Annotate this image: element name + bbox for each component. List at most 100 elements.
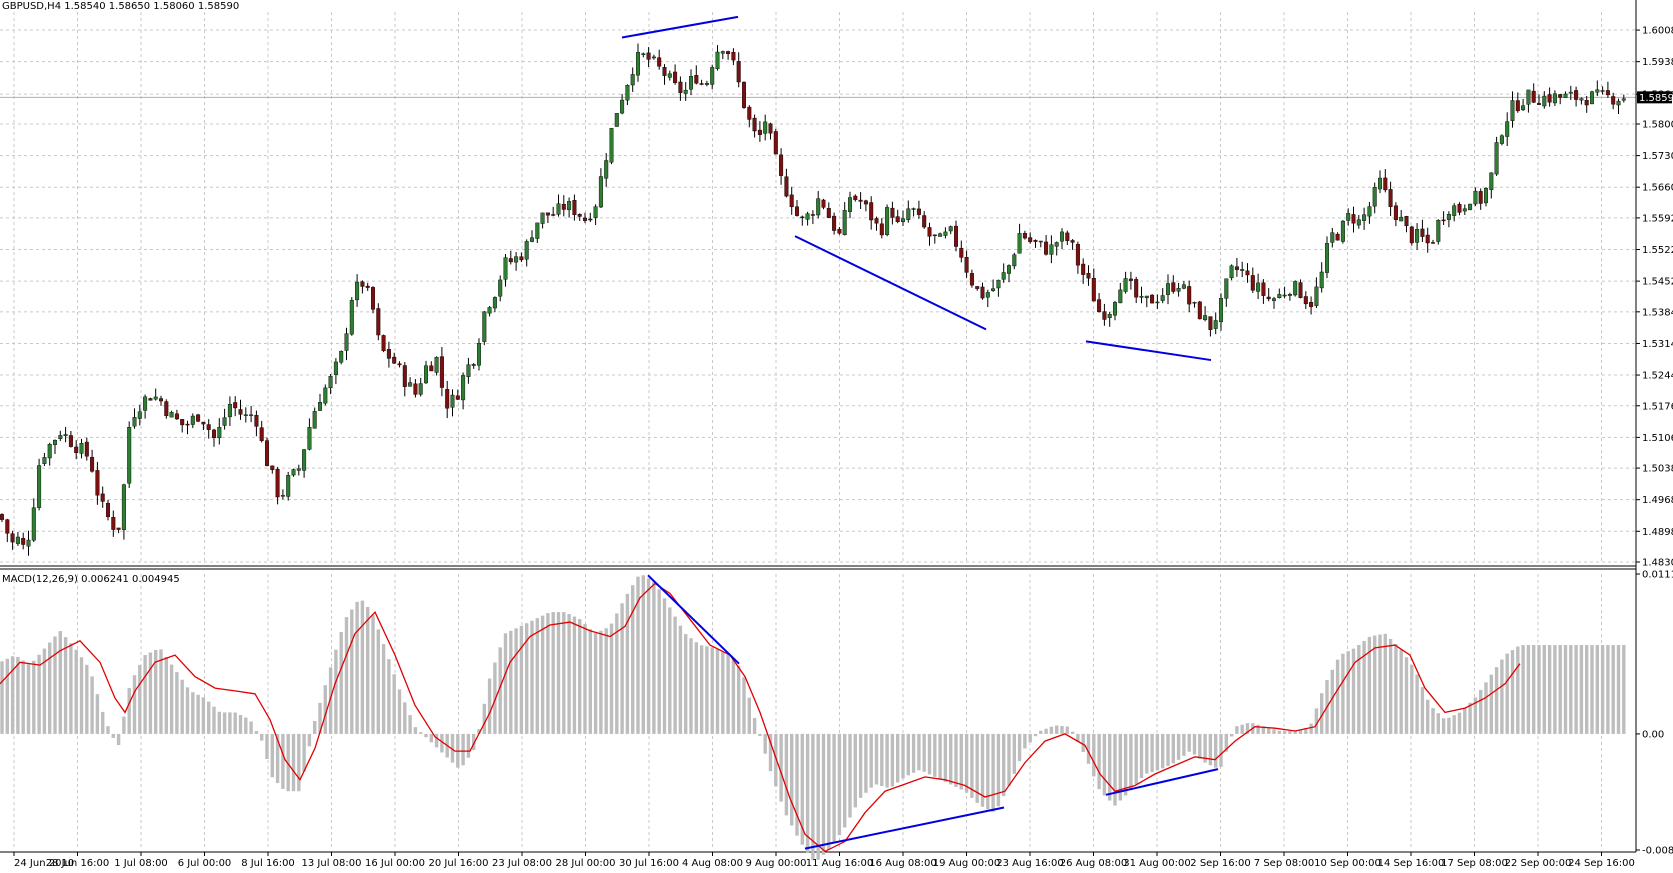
candle-bear: [1457, 203, 1462, 213]
macd-bar: [551, 612, 555, 734]
candle-bear: [1197, 301, 1202, 320]
candle-bear: [545, 212, 550, 216]
macd-bar: [434, 733, 439, 748]
x-tick-label: 9 Aug 00:00: [745, 858, 806, 869]
y-tick-label: 1.59380: [1642, 57, 1673, 68]
candle-bull: [450, 394, 455, 408]
y-tick-label: 1.52440: [1642, 371, 1673, 382]
candle-bear: [810, 214, 815, 216]
macd-bar: [631, 585, 635, 734]
candle-bull: [1372, 187, 1377, 207]
macd-bar: [1282, 731, 1287, 734]
candle-bear: [773, 131, 778, 155]
macd-bar: [1203, 733, 1207, 763]
candle-bull: [1118, 289, 1123, 304]
macd-bar: [42, 648, 47, 734]
macd-bar: [843, 733, 847, 828]
macd-bar: [1007, 733, 1011, 786]
x-tick-label: 14 Sep 16:00: [1378, 858, 1445, 869]
candle-bear: [1409, 226, 1414, 244]
candle-bull: [630, 74, 635, 86]
candle-bear: [577, 214, 582, 217]
macd-bar: [1441, 718, 1446, 734]
candle-bear: [206, 424, 211, 430]
macd-trendline[interactable]: [1105, 768, 1219, 796]
candle-bear: [254, 414, 259, 427]
x-tick-label: 2 Sep 16:00: [1190, 858, 1250, 869]
candle-bull: [1362, 214, 1367, 221]
macd-bar: [1420, 687, 1425, 734]
macd-bar: [461, 733, 465, 766]
macd-bar: [16, 657, 20, 734]
macd-bar: [307, 733, 312, 747]
candle-bull: [535, 222, 540, 239]
macd-bar: [1240, 724, 1244, 734]
candle-bull: [143, 396, 148, 411]
macd-bar: [26, 664, 31, 734]
macd-bar: [1245, 723, 1250, 734]
macd-bar: [397, 689, 402, 734]
macd-bar: [996, 733, 1001, 807]
y-tick-label: 1.53140: [1642, 339, 1673, 350]
macd-bar: [1208, 733, 1213, 766]
macd-bar: [615, 613, 619, 734]
candle-bear: [874, 218, 879, 224]
trendlines[interactable]: [621, 15, 1219, 850]
candle-bear: [1547, 94, 1552, 103]
macd-bar: [487, 678, 492, 734]
candle-bull: [1616, 100, 1621, 106]
candle-bull: [689, 76, 694, 90]
macd-bar: [1500, 659, 1504, 734]
macd-bar: [1394, 644, 1398, 734]
candle-bull: [1218, 298, 1223, 323]
price-trendline[interactable]: [794, 235, 987, 331]
candle-bear: [1171, 282, 1176, 292]
macd-bar: [1118, 733, 1122, 801]
candle-bull: [302, 449, 307, 471]
y-tick-label: -0.00810: [1642, 846, 1673, 857]
candle-bear: [1075, 243, 1080, 266]
macd-bar: [1574, 645, 1578, 734]
candle-bull: [471, 364, 476, 366]
macd-bar: [689, 638, 693, 734]
candle-bull: [514, 256, 519, 263]
candle-bear: [238, 409, 243, 415]
macd-bar: [450, 733, 455, 763]
candle-bear: [969, 273, 974, 286]
macd-bar: [1261, 726, 1266, 734]
macd-bar: [1277, 730, 1281, 734]
macd-bar: [620, 603, 624, 734]
macd-bar: [710, 647, 714, 734]
macd-bar: [1187, 733, 1191, 752]
macd-trendline[interactable]: [647, 574, 740, 665]
candle-bull: [487, 307, 492, 314]
candle-bull: [641, 53, 646, 55]
candle-bear: [768, 123, 773, 134]
candle-bull: [667, 73, 672, 78]
macd-bar: [609, 623, 614, 734]
macd-bar: [1611, 645, 1615, 734]
candle-bull: [53, 439, 58, 445]
y-tick-label: 1.57300: [1642, 151, 1673, 162]
macd-bar: [657, 589, 661, 734]
macd-bar: [387, 659, 391, 734]
macd-bar: [334, 649, 338, 734]
candle-bull: [190, 415, 195, 425]
price-trendline[interactable]: [1085, 340, 1212, 362]
candle-bear: [853, 195, 858, 200]
macd-bar: [625, 593, 630, 734]
candle-bear: [895, 216, 900, 223]
candle-bull: [1054, 242, 1059, 247]
macd-bar: [1410, 664, 1414, 734]
macd-bar: [175, 672, 179, 734]
candle-bull: [567, 201, 572, 210]
candle-bull: [1499, 135, 1504, 144]
macd-bar: [800, 733, 804, 845]
price-trendline[interactable]: [621, 15, 739, 39]
macd-bar: [1055, 725, 1059, 734]
macd-bar: [1044, 728, 1048, 734]
macd-bar: [562, 612, 566, 734]
macd-trendline[interactable]: [804, 806, 1005, 850]
macd-bar: [509, 630, 513, 734]
